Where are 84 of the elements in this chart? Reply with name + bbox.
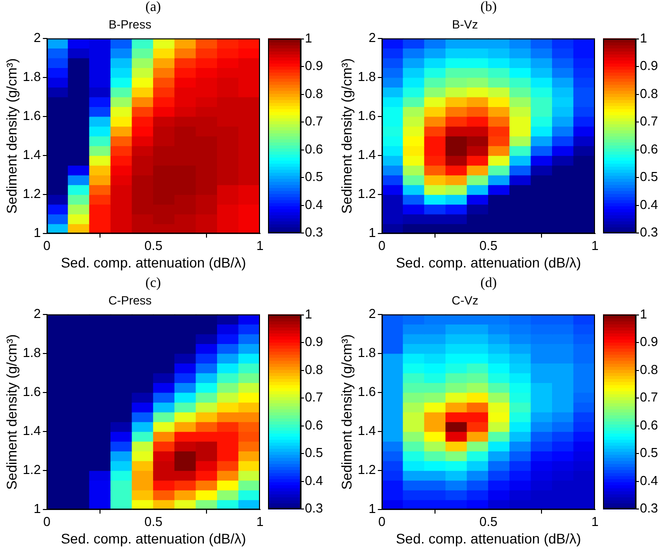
x-tick-label: 0 [378, 514, 386, 529]
x-axis-title: Sed. comp. attenuation (dB/λ) [60, 254, 246, 270]
x-tick-label: 0 [43, 238, 50, 253]
color-bar-label: 0.8 [304, 362, 324, 378]
y-tick-label: 1.2 [22, 462, 41, 478]
y-tick-label: 1 [368, 501, 376, 516]
color-bar-label: 0.3 [640, 500, 658, 516]
x-tick-label: 0.5 [479, 514, 498, 529]
y-tick-label: 1.2 [358, 462, 376, 478]
x-axis-title: Sed. comp. attenuation (dB/λ) [60, 530, 246, 546]
chart-title: C-Press [108, 294, 152, 308]
color-bar-label: 0.3 [304, 224, 324, 240]
y-tick-label: 2 [34, 306, 41, 321]
y-tick-label: 1 [34, 501, 41, 516]
y-tick-label: 1.4 [358, 423, 376, 438]
y-axis-title: Sediment density (g/cm³) [338, 58, 354, 214]
y-tick-label: 1.8 [358, 345, 376, 360]
color-bar-label: 1 [640, 30, 648, 46]
x-tick-label: 1 [256, 238, 264, 253]
x-tick-label: 1 [256, 514, 264, 529]
color-bar-label: 0.7 [640, 390, 658, 405]
y-axis-title: Sediment density (g/cm³) [338, 334, 354, 490]
x-tick-label: 1 [591, 514, 599, 529]
x-tick-label: 0 [43, 514, 50, 529]
chart-title: B-Vz [452, 18, 478, 32]
y-tick-label: 1.4 [22, 423, 41, 438]
color-bar-label: 0.4 [304, 197, 324, 212]
color-bar-label: 0.6 [304, 418, 324, 433]
y-tick-label: 1.8 [22, 69, 41, 84]
color-bar-label: 0.3 [640, 224, 658, 240]
color-bar-label: 0.9 [640, 334, 658, 350]
color-bar-label: 0.8 [640, 86, 658, 102]
color-bar-label: 1 [304, 30, 312, 46]
y-tick-label: 1.8 [358, 69, 376, 84]
y-tick-label: 1.6 [22, 108, 41, 124]
color-bar-label: 0.7 [304, 390, 324, 405]
color-bar-label: 0.7 [640, 114, 658, 129]
color-bar-label: 0.6 [640, 142, 658, 157]
x-tick-label: 0 [378, 238, 386, 253]
text: (b) [480, 0, 497, 16]
y-tick-label: 1.6 [358, 384, 376, 400]
y-axis-title: Sediment density (g/cm³) [3, 58, 20, 214]
chart-title: C-Vz [452, 294, 478, 308]
y-tick-label: 1.8 [22, 345, 41, 360]
text: (c) [145, 276, 161, 292]
color-bar-label: 0.3 [304, 500, 324, 516]
text: (a) [145, 0, 161, 16]
color-bar-label: 0.8 [640, 362, 658, 378]
color-bar-label: 1 [304, 306, 312, 322]
y-tick-label: 2 [368, 306, 376, 321]
color-bar-label: 0.4 [304, 473, 324, 488]
color-bar-label: 0.5 [304, 169, 324, 184]
color-bar-label: 1 [640, 306, 648, 322]
y-tick-label: 1.4 [22, 147, 41, 162]
chart-title: B-Press [108, 18, 152, 32]
y-tick-label: 2 [368, 30, 376, 45]
y-tick-label: 1.4 [358, 147, 376, 162]
y-tick-label: 1.2 [358, 186, 376, 202]
color-bar-label: 0.5 [640, 445, 658, 460]
x-tick-label: 0.5 [144, 514, 162, 529]
y-tick-label: 1.6 [358, 108, 376, 124]
color-bar-label: 0.9 [640, 58, 658, 74]
y-tick-label: 1 [368, 225, 376, 240]
color-bar-label: 0.4 [640, 473, 658, 488]
text: (d) [480, 276, 497, 292]
color-bar-label: 0.9 [304, 334, 324, 350]
color-bar-label: 0.4 [640, 197, 658, 212]
x-tick-label: 1 [591, 238, 599, 253]
x-tick-label: 0.5 [479, 238, 498, 253]
y-tick-label: 1 [34, 225, 41, 240]
y-tick-label: 1.2 [22, 186, 41, 202]
y-tick-label: 2 [34, 30, 41, 45]
color-bar-label: 0.7 [304, 114, 324, 129]
x-axis-title: Sed. comp. attenuation (dB/λ) [396, 254, 582, 270]
color-bar-label: 0.6 [640, 418, 658, 433]
y-axis-title: Sediment density (g/cm³) [3, 334, 20, 490]
y-tick-label: 1.6 [22, 384, 41, 400]
x-tick-label: 0.5 [144, 238, 162, 253]
x-axis-title: Sed. comp. attenuation (dB/λ) [396, 530, 582, 546]
color-bar-label: 0.8 [304, 86, 324, 102]
color-bar-label: 0.9 [304, 58, 324, 74]
color-bar-label: 0.6 [304, 142, 324, 157]
color-bar-label: 0.5 [640, 169, 658, 184]
color-bar-label: 0.5 [304, 445, 324, 460]
